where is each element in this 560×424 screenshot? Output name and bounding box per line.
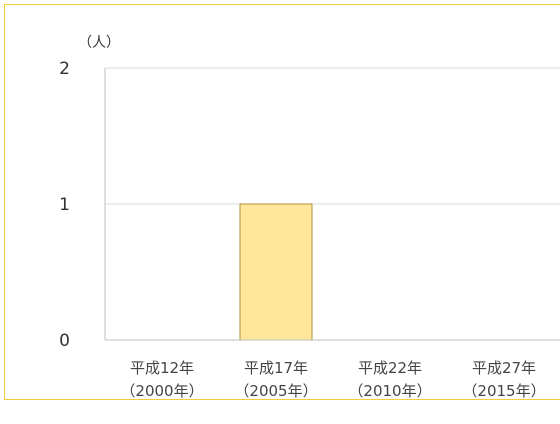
x-tick-label-2-1: （2010年） (348, 382, 431, 400)
x-tick-label-0-0: 平成12年 (130, 359, 194, 377)
x-tick-label-1-1: （2005年） (234, 382, 317, 400)
bars (239, 203, 313, 341)
x-tick-label-3-0: 平成27年 (472, 359, 536, 377)
axes (104, 68, 560, 341)
y-tick-labels: 0 1 2 (59, 59, 70, 351)
y-tick-label-1: 1 (59, 195, 70, 215)
y-tick-label-2: 2 (59, 59, 70, 79)
y-tick-label-0: 0 (59, 331, 70, 351)
bar-1 (239, 203, 313, 341)
y-axis-unit-label: （人） (78, 35, 120, 51)
x-tick-label-2-0: 平成22年 (358, 359, 422, 377)
x-tick-label-3-1: （2015年） (462, 382, 545, 400)
gridlines (105, 67, 560, 205)
x-tick-label-1-0: 平成17年 (244, 359, 308, 377)
x-tick-labels: 平成12年 （2000年） 平成17年 （2005年） 平成22年 （2010年） 平成27… (120, 359, 545, 400)
x-tick-label-0-1: （2000年） (120, 382, 203, 400)
